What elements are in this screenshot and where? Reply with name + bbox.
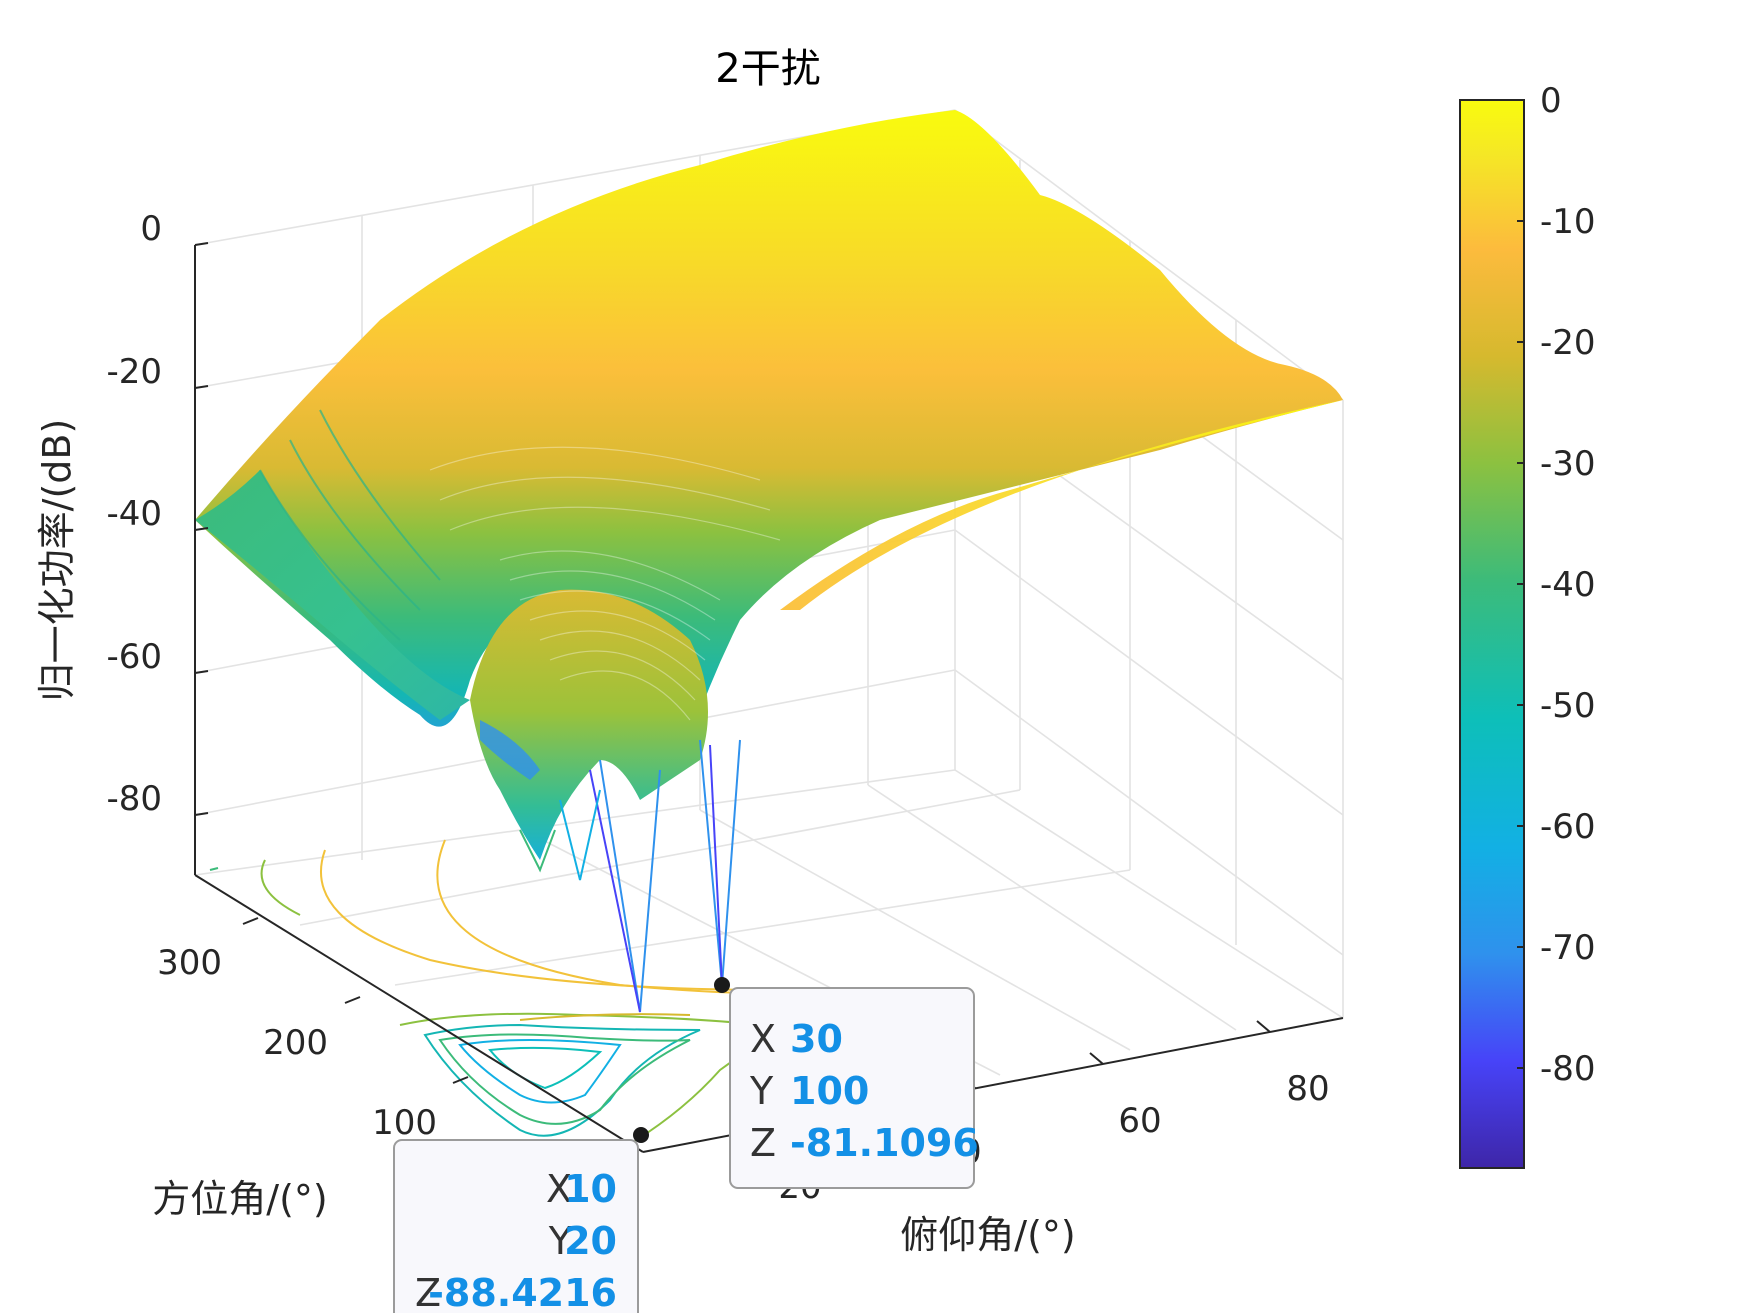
z-axis-label: 归一化功率/(dB) [35, 419, 79, 702]
datatip-x-key: X [750, 1017, 776, 1061]
y-tick-label: 300 [157, 943, 222, 983]
datatip-z-key: Z [750, 1121, 776, 1165]
datatip-y-key: Y [749, 1069, 774, 1113]
y-tick-label: 100 [372, 1103, 437, 1143]
z-tick-label: -80 [106, 779, 162, 819]
datatip-marker[interactable] [714, 977, 730, 993]
colorbar-tick-label: -50 [1540, 686, 1596, 726]
datatip-box [393, 1139, 639, 1313]
x-tick-label: 80 [1286, 1069, 1329, 1109]
z-tick-label: 0 [140, 209, 162, 249]
datatip-y-key: Y [548, 1219, 573, 1263]
colorbar: 0 -10 -20 -30 -40 -50 -60 -70 -80 [1459, 81, 1596, 1169]
datatip[interactable]: X 30 Y 100 Z -81.1096 [714, 977, 979, 1189]
colorbar-tick-label: -20 [1540, 323, 1596, 363]
y-tick-label: 200 [263, 1023, 328, 1063]
colorbar-tick-label: 0 [1540, 81, 1562, 121]
datatip-z-value: -88.4216 [428, 1271, 617, 1313]
y-axis-ticks [242, 917, 469, 1084]
surface [195, 110, 1343, 1013]
datatip-x-value: 30 [790, 1017, 843, 1061]
datatip-y-value: 100 [790, 1069, 869, 1113]
datatip-box [729, 987, 975, 1189]
floor-contours [209, 839, 901, 1151]
colorbar-gradient [1459, 99, 1525, 1169]
null-spikes [519, 739, 741, 1013]
datatip-x-value: 10 [564, 1167, 617, 1211]
datatip[interactable]: X 10 Y 20 Z -88.4216 [393, 1127, 649, 1313]
colorbar-tick-label: -10 [1540, 202, 1596, 242]
chart-title: 2干扰 [715, 46, 820, 92]
z-tick-label: -40 [106, 494, 162, 534]
z-tick-label: -20 [106, 352, 162, 392]
colorbar-tick-label: -70 [1540, 928, 1596, 968]
colorbar-tick-label: -60 [1540, 807, 1596, 847]
colorbar-tick-label: -30 [1540, 444, 1596, 484]
datatip-marker[interactable] [633, 1127, 649, 1143]
datatip-z-value: -81.1096 [790, 1121, 979, 1165]
x-tick-label: 60 [1118, 1101, 1161, 1141]
colorbar-tick-label: -40 [1540, 565, 1596, 605]
y-axis-label: 方位角/(°) [152, 1177, 327, 1221]
z-tick-label: -60 [106, 637, 162, 677]
datatip-y-value: 20 [564, 1219, 617, 1263]
z-axis-ticks [194, 242, 209, 816]
datatip-z-key: Z [415, 1271, 441, 1313]
x-axis-label: 俯仰角/(°) [900, 1213, 1075, 1257]
datatip-x-key: X [546, 1167, 572, 1211]
colorbar-tick-label: -80 [1540, 1049, 1596, 1089]
